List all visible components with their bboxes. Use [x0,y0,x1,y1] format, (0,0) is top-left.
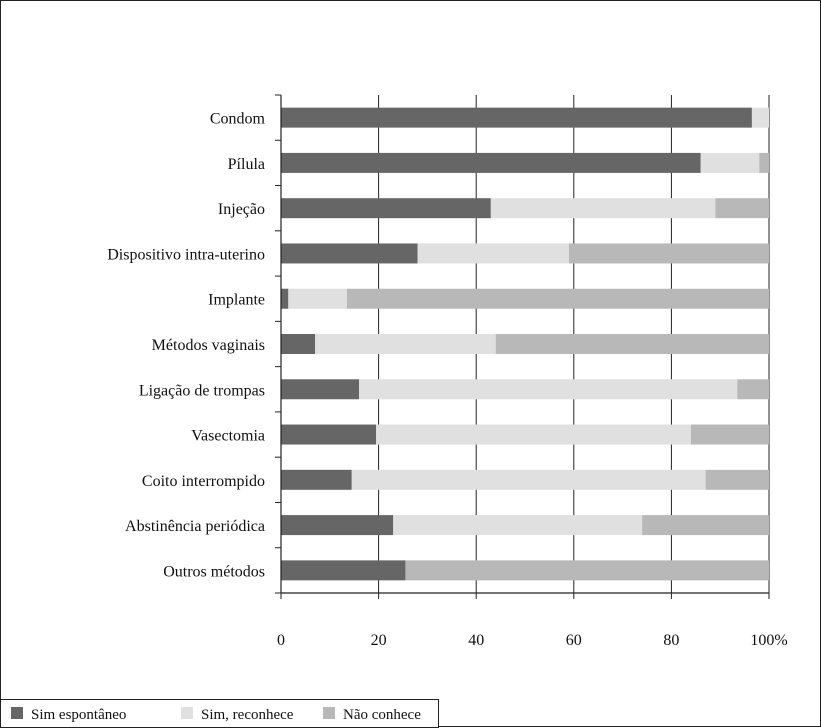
bar-segment [715,198,769,219]
bar-segment [737,379,769,400]
x-tick-label: 100% [750,632,787,649]
axes [275,94,770,599]
bar-segment [705,469,769,490]
bar-segment [490,198,716,219]
bar-segment [359,379,738,400]
bar-segment [288,288,347,309]
bar-segment [281,288,289,309]
category-label: Métodos vaginais [152,337,265,354]
bars [281,107,769,581]
x-tick-label: 20 [371,632,387,649]
category-labels: Condom Pílula Injeção Dispositivo intra-ute… [107,111,265,581]
bar-segment [281,424,377,445]
legend: Sim espontâneo Sim, reconhece Não conhece [0,699,439,728]
bar-segment [281,560,406,581]
category-label: Pílula [228,156,265,173]
bar-segment [405,560,769,581]
bar-segment [495,334,769,354]
bar-segment [417,243,569,264]
category-label: Condom [210,111,266,128]
bar-segment [376,424,691,445]
category-label: Abstinência periódica [125,518,265,535]
x-tick-labels: 0 20 40 60 80 100% [277,632,788,649]
legend-swatch [11,707,23,719]
category-label: Implante [208,292,265,309]
x-tick-label: 80 [663,632,679,649]
bar-segment [281,198,491,219]
x-tick-label: 60 [566,632,582,649]
category-label: Ligação de trompas [139,382,265,399]
bar-segment [642,515,769,536]
bar-segment [346,288,769,309]
bar-segment [281,243,418,264]
bar-segment [690,424,769,445]
bar-segment [751,107,769,128]
legend-label: Não conhece [343,707,421,723]
x-tick-label: 40 [468,632,484,649]
bar-segment [393,515,643,536]
category-label: Coito interrompido [142,473,265,490]
category-label: Outros métodos [163,563,265,580]
category-label: Dispositivo intra-uterino [107,246,265,263]
bar-segment [281,379,360,400]
category-label: Vasectomia [191,428,265,445]
legend-swatch [323,707,335,719]
bar-segment [351,469,706,490]
bar-segment [281,469,352,490]
bar-segment [700,152,760,173]
bar-segment [281,334,316,354]
bar-segment [759,152,769,173]
bar-segment [281,107,752,128]
legend-label: Sim, reconhece [201,707,294,723]
legend-label: Sim espontâneo [31,707,126,723]
bar-segment [568,243,769,264]
bar-segment [315,334,496,354]
x-tick-label: 0 [277,632,285,649]
bar-segment [281,515,394,536]
legend-items: Sim espontâneo Sim, reconhece Não conhece [11,707,421,723]
legend-swatch [181,707,193,719]
category-label: Injeção [218,201,265,218]
bar-segment [281,152,701,173]
